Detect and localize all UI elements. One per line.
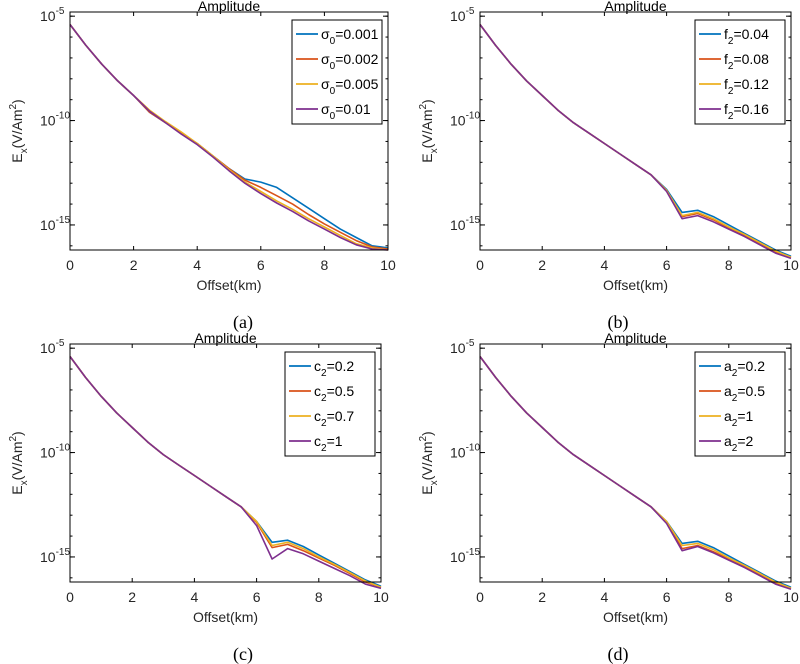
panel-caption: (c) xyxy=(233,644,253,664)
y-tick-label: 10-5 xyxy=(450,6,475,24)
chart-title: Amplitude xyxy=(194,330,256,346)
chart-panel-d: 0 2 4 6 8 10 10-5 10-10 10-15 Amplitude Offset(km)… xyxy=(418,330,799,625)
legend-box xyxy=(284,351,376,457)
panel-caption: (a) xyxy=(233,312,253,333)
x-tick-label: 2 xyxy=(130,257,138,273)
legend-entry-1: σ0=0.001 xyxy=(321,26,379,47)
legend-entry-4: c2=1 xyxy=(314,433,343,454)
chart-panel-a: 0 2 4 6 8 10 10-5 10-10 10-15 Amplitude Offset(km)… xyxy=(8,0,396,293)
x-tick-label: 10 xyxy=(783,589,799,605)
x-tick-label: 10 xyxy=(783,257,799,273)
legend-entry-3: a2=1 xyxy=(724,408,754,429)
x-tick-label: 0 xyxy=(476,589,484,605)
axes-box xyxy=(479,343,792,583)
legend: a2=0.2 a2=0.5 a2=1 a2=2 xyxy=(694,351,786,457)
panel-caption: (b) xyxy=(608,312,629,333)
axes-box xyxy=(479,11,792,251)
legend-entry-3: σ0=0.005 xyxy=(321,76,379,97)
x-tick-label: 8 xyxy=(725,257,733,273)
legend-box xyxy=(694,351,786,457)
chart-panel-c: 0 2 4 6 8 10 10-5 10-10 10-15 Amplitude Offset(km)… xyxy=(8,330,389,625)
x-tick-label: 4 xyxy=(193,257,201,273)
x-tick-label: 6 xyxy=(257,257,265,273)
x-axis-label: Offset(km) xyxy=(196,277,261,293)
legend-box xyxy=(694,19,786,125)
legend-entry-3: f2=0.12 xyxy=(724,76,769,97)
x-tick-label: 0 xyxy=(66,257,74,273)
y-tick-label: 10-15 xyxy=(450,547,480,565)
chart-panel-b: 0 2 4 6 8 10 10-5 10-10 10-15 Amplitude Offset(km)… xyxy=(418,0,799,293)
x-tick-label: 6 xyxy=(663,589,671,605)
series-line-4 xyxy=(69,24,389,251)
x-tick-label: 2 xyxy=(538,257,546,273)
x-tick-label: 2 xyxy=(538,589,546,605)
x-tick-label: 0 xyxy=(66,589,74,605)
legend: c2=0.2 c2=0.5 c2=0.7 c2=1 xyxy=(284,351,376,457)
legend-entry-4: σ0=0.01 xyxy=(321,101,371,122)
y-tick-label: 10-15 xyxy=(40,547,70,565)
axes-box xyxy=(69,343,382,583)
x-tick-label: 0 xyxy=(476,257,484,273)
series-line-4 xyxy=(479,24,792,260)
x-tick-label: 4 xyxy=(191,589,199,605)
legend-entry-1: c2=0.2 xyxy=(314,358,354,379)
series-line-4 xyxy=(69,356,382,590)
y-axis-label: Ex(V/Am2) xyxy=(418,431,440,494)
x-axis-label: Offset(km) xyxy=(603,609,668,625)
x-tick-label: 10 xyxy=(373,589,389,605)
chart-title: Amplitude xyxy=(604,0,666,14)
legend-entry-2: σ0=0.002 xyxy=(321,51,379,72)
y-axis-label: Ex(V/Am2) xyxy=(8,431,30,494)
chart-title: Amplitude xyxy=(198,0,260,14)
y-tick-label: 10-10 xyxy=(40,443,70,461)
legend-box xyxy=(291,19,383,125)
x-tick-label: 2 xyxy=(128,589,136,605)
legend: σ0=0.001 σ0=0.002 σ0=0.005 σ0=0.01 xyxy=(291,19,383,125)
legend-entry-2: f2=0.08 xyxy=(724,51,769,72)
legend-entry-1: f2=0.04 xyxy=(724,26,769,47)
y-tick-label: 10-10 xyxy=(450,443,480,461)
legend-entry-1: a2=0.2 xyxy=(724,358,765,379)
y-tick-label: 10-5 xyxy=(450,338,475,356)
x-axis-label: Offset(km) xyxy=(603,277,668,293)
axes-box xyxy=(69,11,389,251)
y-tick-label: 10-5 xyxy=(40,338,65,356)
x-tick-label: 8 xyxy=(725,589,733,605)
legend-entry-4: f2=0.16 xyxy=(724,101,769,122)
x-tick-label: 8 xyxy=(321,257,329,273)
y-tick-label: 10-5 xyxy=(40,6,65,24)
legend: f2=0.04 f2=0.08 f2=0.12 f2=0.16 xyxy=(694,19,786,125)
series-line-4 xyxy=(479,356,792,591)
legend-entry-3: c2=0.7 xyxy=(314,408,354,429)
legend-entry-2: a2=0.5 xyxy=(724,383,765,404)
x-axis-label: Offset(km) xyxy=(193,609,258,625)
x-tick-label: 8 xyxy=(315,589,323,605)
legend-entry-2: c2=0.5 xyxy=(314,383,354,404)
y-axis-label: Ex(V/Am2) xyxy=(8,99,30,162)
panel-caption: (d) xyxy=(608,644,629,664)
x-tick-label: 4 xyxy=(601,589,609,605)
chart-title: Amplitude xyxy=(604,330,666,346)
x-tick-label: 4 xyxy=(601,257,609,273)
y-tick-label: 10-10 xyxy=(450,111,480,129)
y-axis-label: Ex(V/Am2) xyxy=(418,99,440,162)
y-tick-label: 10-15 xyxy=(450,215,480,233)
x-tick-label: 10 xyxy=(380,257,396,273)
x-tick-label: 6 xyxy=(663,257,671,273)
y-tick-label: 10-10 xyxy=(40,111,70,129)
legend-entry-4: a2=2 xyxy=(724,433,754,454)
x-tick-label: 6 xyxy=(253,589,261,605)
y-tick-label: 10-15 xyxy=(40,215,70,233)
